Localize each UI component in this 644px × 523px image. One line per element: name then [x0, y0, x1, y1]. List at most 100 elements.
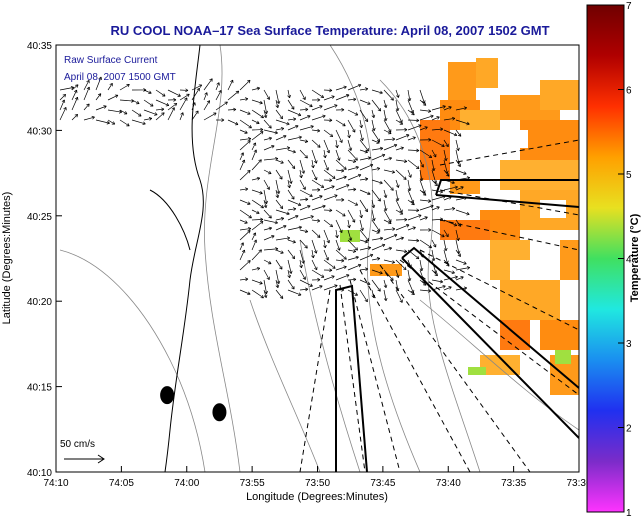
current-vector: [216, 102, 227, 110]
current-vector-head: [281, 127, 284, 128]
marker-dot: [212, 403, 226, 421]
current-vector-head: [119, 112, 122, 113]
current-vector: [240, 210, 252, 218]
current-vector-head: [340, 157, 341, 160]
current-vector-head: [279, 191, 280, 194]
current-vector-head: [266, 115, 267, 118]
current-vector-head: [353, 162, 356, 163]
current-vector: [240, 170, 250, 180]
current-vector-head: [430, 205, 433, 206]
current-vector: [132, 110, 141, 116]
current-vector: [372, 100, 381, 111]
current-vector: [348, 150, 357, 160]
current-vector-head: [365, 88, 368, 89]
sst-pixel: [448, 62, 476, 102]
current-vector-head: [334, 105, 337, 106]
current-vector: [348, 175, 361, 180]
current-vector: [252, 160, 261, 170]
current-vector-head: [399, 95, 400, 98]
marker-dot: [160, 386, 174, 404]
current-vector-head: [317, 221, 320, 222]
current-vector-head: [376, 233, 379, 234]
current-vector: [372, 130, 380, 142]
current-vector-head: [410, 98, 411, 101]
current-vector-head: [467, 266, 470, 267]
current-vector-head: [337, 145, 338, 148]
current-vector-head: [281, 217, 284, 218]
current-vector: [264, 249, 278, 250]
current-vector-head: [149, 117, 152, 118]
current-vector-head: [302, 265, 303, 268]
current-vector-head: [245, 188, 248, 189]
current-vector: [384, 235, 397, 240]
current-vector-head: [278, 285, 279, 288]
current-vector: [408, 160, 419, 169]
y-tick-label: 40:15: [27, 383, 52, 394]
current-vector-head: [448, 261, 449, 264]
current-vector-head: [337, 235, 338, 238]
current-vector-head: [463, 174, 466, 175]
colorbar-tick-label: 3: [626, 339, 632, 350]
current-vector: [324, 170, 335, 179]
sst-pixel: [520, 120, 580, 160]
current-vector-head: [351, 148, 352, 151]
current-vector-head: [344, 266, 347, 267]
current-vector-head: [386, 118, 387, 121]
x-tick-label: 74:00: [174, 478, 199, 489]
current-vector: [240, 230, 250, 240]
current-vector: [372, 220, 380, 232]
current-vector: [288, 250, 295, 259]
current-vector-head: [368, 157, 371, 158]
current-vector: [288, 190, 294, 199]
current-vector-head: [455, 276, 458, 277]
current-vector-head: [440, 192, 443, 193]
current-vector: [252, 200, 264, 208]
current-vector: [300, 190, 312, 196]
current-vector-head: [279, 101, 280, 104]
current-vector-head: [311, 216, 314, 217]
colorbar-tick-label: 7: [626, 1, 632, 12]
current-vector: [324, 195, 337, 200]
current-vector-head: [293, 208, 296, 209]
current-vector-head: [287, 237, 290, 238]
current-vector: [384, 145, 397, 150]
current-vector: [396, 135, 409, 140]
current-vector-head: [392, 172, 395, 173]
current-vector-head: [392, 263, 395, 264]
current-vector: [372, 245, 385, 250]
current-vector-head: [422, 268, 423, 271]
y-tick-label: 40:35: [27, 41, 52, 52]
current-vector: [288, 110, 301, 115]
current-vector-head: [374, 128, 375, 131]
bathymetry-contour: [330, 45, 420, 472]
current-vector-head: [389, 157, 392, 158]
current-vector-head: [380, 183, 383, 184]
current-vector-head: [386, 285, 387, 288]
current-vector-head: [365, 242, 368, 243]
current-vector: [372, 155, 385, 160]
current-vector: [348, 210, 355, 222]
current-vector: [288, 100, 294, 109]
current-vector: [300, 270, 305, 280]
dashed-radial-line: [340, 285, 365, 472]
current-vector: [324, 220, 333, 227]
current-vector-head: [334, 285, 337, 286]
current-vector-head: [365, 178, 368, 179]
current-vector-head: [401, 147, 404, 148]
current-vector: [252, 221, 263, 230]
x-tick-label: 73:45: [370, 478, 395, 489]
current-vector: [264, 90, 270, 100]
current-vector-head: [299, 226, 302, 227]
current-vector-head: [443, 285, 446, 286]
current-vector-head: [346, 184, 349, 185]
current-vector-head: [386, 298, 387, 301]
current-vector-head: [467, 177, 470, 178]
current-vector: [192, 88, 200, 100]
current-vector-head: [245, 278, 248, 279]
current-vector: [204, 113, 216, 120]
current-vector-head: [290, 185, 291, 188]
current-vector-head: [398, 108, 399, 111]
current-vector-head: [278, 105, 279, 108]
